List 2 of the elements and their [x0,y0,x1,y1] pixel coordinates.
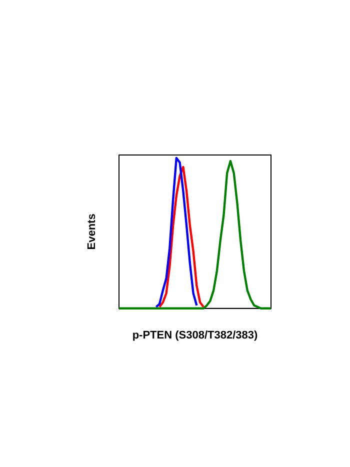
y-axis-title: Events [86,214,98,250]
x-axis-title: p-PTEN (S308/T382/383) [132,329,258,342]
